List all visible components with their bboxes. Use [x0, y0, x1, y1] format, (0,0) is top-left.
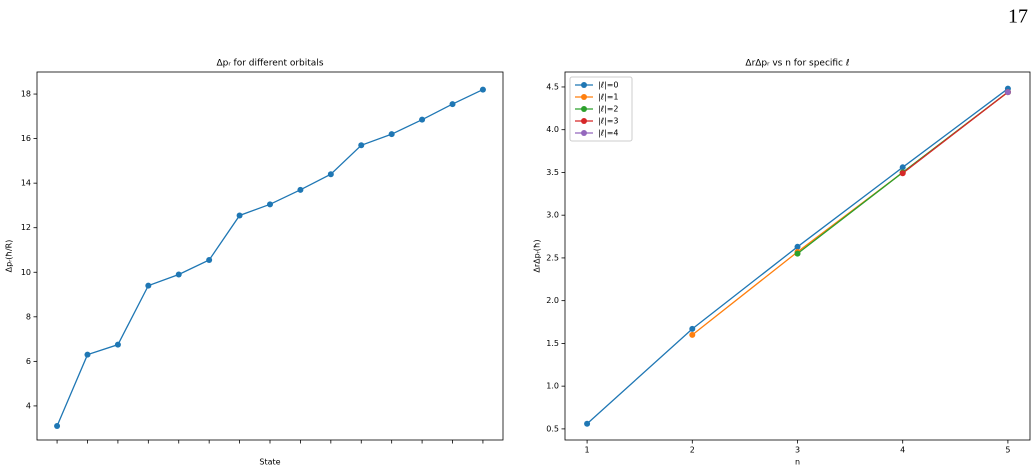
y-tick-label: 2.0: [546, 296, 559, 305]
point: [794, 250, 801, 257]
x-tick-label: 5: [1005, 446, 1010, 455]
point: [267, 201, 273, 208]
y-tick-label: 16: [21, 134, 31, 143]
y-tick-label: 0.5: [546, 424, 559, 433]
point: [479, 86, 486, 93]
x-tick-label: 3: [795, 446, 800, 455]
x-tick-label: 4: [900, 446, 905, 455]
y-tick-label: 4.5: [546, 82, 559, 91]
point: [388, 131, 395, 138]
point: [1004, 89, 1011, 96]
y-tick-label: 4: [26, 401, 31, 410]
point: [145, 282, 152, 289]
legend-label: |ℓ|=1: [598, 93, 619, 102]
point: [794, 243, 801, 250]
x-axis-label: State: [259, 458, 280, 467]
y-tick-label: 8: [26, 312, 31, 321]
point: [689, 325, 696, 332]
legend-label: |ℓ|=2: [598, 105, 619, 114]
legend-marker: [581, 82, 587, 88]
y-tick-label: 1.0: [546, 382, 559, 391]
y-tick-label: 3.5: [546, 168, 559, 177]
y-tick-label: 14: [21, 179, 31, 188]
point: [297, 186, 304, 193]
point: [899, 164, 906, 171]
y-axis-label: ΔrΔpᵣ(ħ): [533, 239, 542, 272]
x-axis-label: n: [795, 458, 800, 467]
point: [358, 142, 365, 149]
x-tick-label: 2: [690, 446, 695, 455]
y-tick-label: 1.5: [546, 339, 559, 348]
point: [449, 101, 456, 108]
line: [902, 91, 1009, 174]
page-number: 17: [1008, 6, 1028, 28]
legend-label: |ℓ|=4: [598, 129, 619, 138]
plot-frame: [36, 71, 504, 441]
point: [206, 257, 213, 264]
y-tick-label: 10: [21, 268, 31, 277]
point: [419, 116, 426, 123]
line: [56, 89, 484, 427]
legend-marker: [581, 94, 587, 100]
point: [899, 170, 906, 177]
chart-title: Δpᵣ for different orbitals: [216, 59, 323, 69]
legend-marker: [581, 106, 587, 112]
point: [84, 351, 91, 358]
point: [327, 171, 334, 178]
legend-marker: [581, 130, 587, 136]
y-tick-label: 12: [21, 223, 31, 232]
point: [689, 331, 696, 338]
y-tick-label: 6: [26, 357, 31, 366]
legend-label: |ℓ|=3: [598, 117, 619, 126]
point: [54, 422, 61, 429]
legend-label: |ℓ|=0: [598, 81, 619, 90]
chart-title: ΔrΔpᵣ vs n for specific ℓ: [745, 59, 849, 69]
point: [175, 271, 182, 278]
x-tick-label: 1: [585, 446, 590, 455]
y-tick-label: 4.0: [546, 125, 559, 134]
legend-box: [569, 76, 633, 142]
y-tick-label: 18: [21, 90, 31, 99]
y-axis-label: Δpᵣ(ħ/R): [5, 240, 14, 273]
point: [114, 341, 121, 348]
y-tick-label: 3.0: [546, 211, 559, 220]
point: [236, 212, 243, 219]
y-tick-label: 2.5: [546, 253, 559, 262]
legend-marker: [581, 118, 587, 124]
point: [584, 420, 591, 427]
